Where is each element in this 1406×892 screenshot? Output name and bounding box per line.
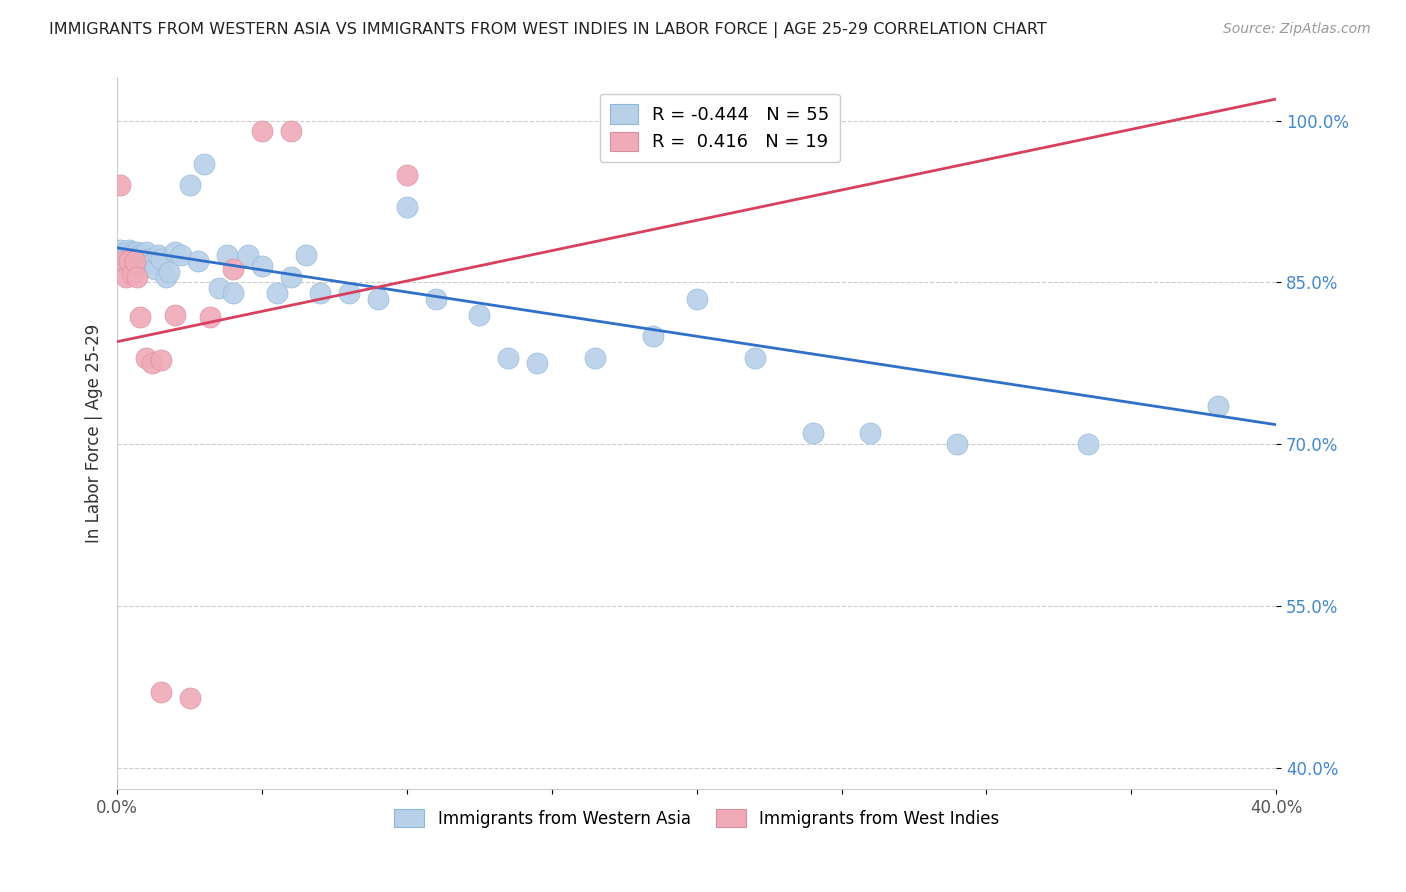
Point <box>222 262 245 277</box>
Point <box>498 351 520 365</box>
Point <box>127 245 149 260</box>
Point <box>165 245 187 260</box>
Point <box>280 269 302 284</box>
Point <box>395 200 418 214</box>
Point <box>222 286 245 301</box>
Point <box>118 243 141 257</box>
Point <box>946 437 969 451</box>
Point <box>266 286 288 301</box>
Point <box>468 308 491 322</box>
Point <box>108 243 131 257</box>
Point <box>127 269 149 284</box>
Point <box>129 259 152 273</box>
Point <box>165 308 187 322</box>
Point <box>309 286 332 301</box>
Point <box>425 292 447 306</box>
Point <box>280 124 302 138</box>
Point <box>179 178 201 193</box>
Point <box>337 286 360 301</box>
Point <box>135 351 157 365</box>
Point <box>124 251 146 265</box>
Point <box>149 685 172 699</box>
Point <box>859 426 882 441</box>
Point <box>155 269 177 284</box>
Point <box>179 690 201 705</box>
Point <box>141 356 163 370</box>
Point <box>124 253 146 268</box>
Point <box>193 157 215 171</box>
Point <box>294 248 316 262</box>
Point <box>124 256 146 270</box>
Point <box>127 252 149 267</box>
Point <box>115 256 138 270</box>
Point <box>146 248 169 262</box>
Point <box>526 356 548 370</box>
Point <box>121 267 143 281</box>
Point <box>198 310 221 324</box>
Point <box>121 248 143 262</box>
Point <box>135 245 157 260</box>
Point <box>138 252 160 266</box>
Point <box>129 248 152 262</box>
Y-axis label: In Labor Force | Age 25-29: In Labor Force | Age 25-29 <box>86 324 103 543</box>
Point <box>108 178 131 193</box>
Point <box>217 248 239 262</box>
Point <box>115 248 138 262</box>
Point <box>111 252 134 267</box>
Point <box>250 259 273 273</box>
Point <box>1077 437 1099 451</box>
Point <box>236 248 259 262</box>
Point <box>367 292 389 306</box>
Point <box>583 351 606 365</box>
Text: IMMIGRANTS FROM WESTERN ASIA VS IMMIGRANTS FROM WEST INDIES IN LABOR FORCE | AGE: IMMIGRANTS FROM WESTERN ASIA VS IMMIGRAN… <box>49 22 1047 38</box>
Point <box>1206 400 1229 414</box>
Point <box>170 248 193 262</box>
Point <box>111 246 134 260</box>
Point <box>685 292 707 306</box>
Point <box>157 264 180 278</box>
Point <box>118 253 141 268</box>
Text: Source: ZipAtlas.com: Source: ZipAtlas.com <box>1223 22 1371 37</box>
Point <box>141 256 163 270</box>
Point <box>118 252 141 266</box>
Legend: Immigrants from Western Asia, Immigrants from West Indies: Immigrants from Western Asia, Immigrants… <box>388 802 1005 834</box>
Point <box>121 245 143 260</box>
Point <box>801 426 824 441</box>
Point <box>132 252 155 266</box>
Point <box>129 310 152 324</box>
Point <box>395 168 418 182</box>
Point <box>149 252 172 266</box>
Point <box>744 351 766 365</box>
Point <box>250 124 273 138</box>
Point <box>115 269 138 284</box>
Point <box>135 248 157 262</box>
Point <box>143 262 166 277</box>
Point <box>111 253 134 268</box>
Point <box>149 353 172 368</box>
Point <box>207 281 229 295</box>
Point <box>643 329 665 343</box>
Point <box>187 253 209 268</box>
